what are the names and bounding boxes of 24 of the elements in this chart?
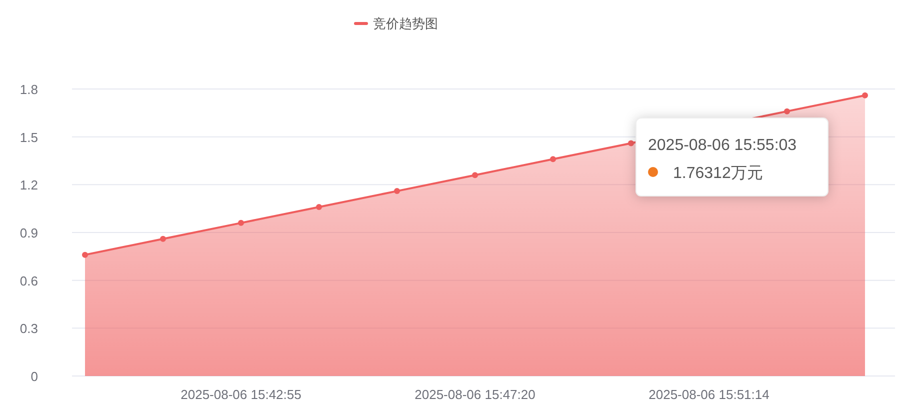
y-tick-label: 1.2 [20, 178, 38, 193]
y-tick-label: 1.8 [20, 82, 38, 97]
annotation: 1.76312万元 [673, 165, 763, 182]
point [160, 236, 166, 242]
annotation: 2025-08-06 15:55:03 [648, 137, 797, 154]
y-tick-label: 0.3 [20, 321, 38, 336]
point [862, 92, 868, 98]
y-tick-label: 0.9 [20, 226, 38, 240]
point [550, 156, 556, 162]
tooltip: 2025-08-06 15:55:03 1.76312万元 [636, 118, 828, 196]
point [472, 172, 478, 178]
point [238, 220, 244, 226]
x-tick-label: 2025-08-06 15:51:14 [648, 387, 770, 402]
x-tick-label: 2025-08-06 15:42:55 [180, 387, 302, 402]
point [394, 188, 400, 194]
point [316, 204, 322, 210]
point [784, 108, 790, 114]
x-tick-label: 2025-08-06 15:47:20 [414, 387, 536, 402]
legend-label: 竞价趋势图 [373, 16, 438, 31]
point [628, 140, 634, 146]
y-tick-label: 1.5 [20, 130, 38, 145]
y-tick-label: 0 [30, 369, 38, 384]
point [82, 252, 88, 258]
y-tick-label: 0.6 [20, 273, 38, 288]
